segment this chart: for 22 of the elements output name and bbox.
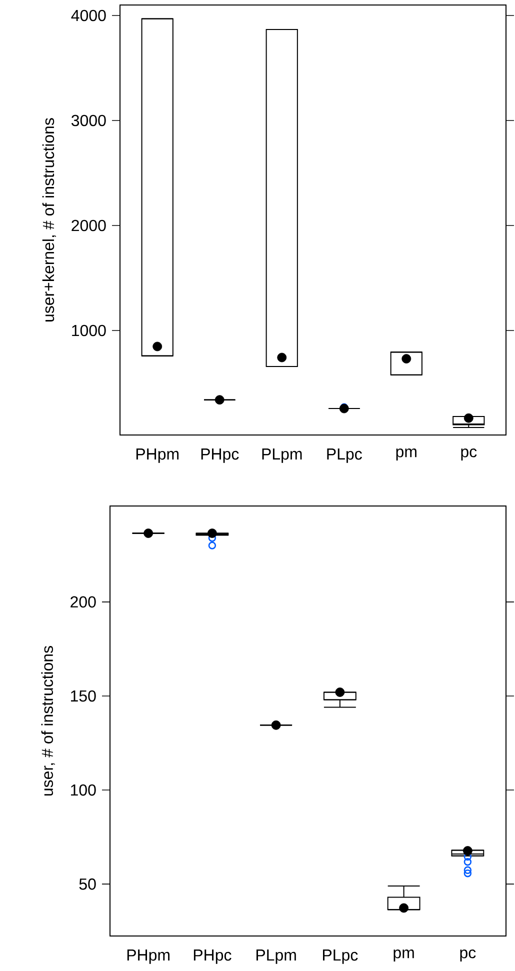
y-tick-label: 3000: [71, 114, 106, 126]
y-tick-label: 1000: [72, 324, 106, 336]
x-tick-label: PLpm: [262, 448, 302, 463]
x-tick-label: PLpc: [327, 448, 362, 463]
y-axis-title: user, # of instructions: [41, 646, 55, 796]
x-tick-label: PHpm: [136, 448, 179, 463]
x-tick-label: pc: [460, 950, 476, 962]
x-tick-label: PLpc: [323, 950, 358, 964]
x-tick-label: pm: [396, 448, 416, 460]
y-tick-label: 4000: [71, 10, 106, 22]
y-tick-label: 150: [70, 690, 96, 702]
x-tick-label: PHpc: [201, 448, 239, 463]
y-tick-label: 50: [79, 878, 96, 890]
y-tick-label: 100: [70, 784, 96, 796]
x-tick-label: PHpm: [127, 950, 170, 964]
x-tick-label: PHpc: [194, 950, 232, 964]
x-tick-label: pc: [461, 448, 477, 460]
x-tick-label: pm: [394, 950, 414, 962]
x-tick-label: PLpm: [256, 950, 296, 964]
y-axis-title: user+kernel, # of instructions: [42, 118, 56, 322]
y-tick-label: 2000: [72, 220, 106, 232]
y-tick-label: 200: [70, 596, 96, 608]
